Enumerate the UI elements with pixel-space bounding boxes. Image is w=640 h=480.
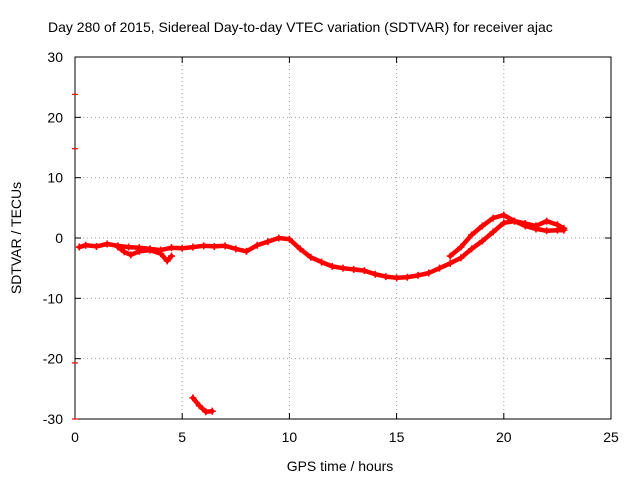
data-point [296,245,304,253]
x-tick-label: 25 [603,429,619,445]
y-tick-label: -30 [43,411,63,427]
data-point [103,240,111,248]
x-axis-label: GPS time / hours [287,458,394,474]
data-point [189,394,197,402]
data-point [521,220,529,228]
data-point [178,244,186,252]
y-tick-label: -20 [43,351,63,367]
data-point [435,264,443,272]
data-point [195,402,203,410]
y-tick-label: 20 [47,109,63,125]
data-point [120,248,128,256]
data-point [500,211,508,219]
data-point [328,262,336,270]
data-point [468,245,476,253]
data-point [393,274,401,282]
x-tick-label: 20 [496,429,512,445]
data-point [243,247,251,255]
data-point [403,273,411,281]
data-series [72,93,568,420]
data-point [543,227,551,235]
data-point [489,214,497,222]
data-point [82,241,90,249]
data-point [360,267,368,275]
data-point [371,270,379,278]
data-point [425,269,433,277]
series-isolated-segment [189,394,216,416]
data-point [457,243,465,251]
series-edge-marks [72,93,78,420]
data-point [339,264,347,272]
y-tick-label: -10 [43,290,63,306]
data-point [264,238,272,246]
grid [75,57,611,419]
data-point [532,222,540,230]
data-point [189,243,197,251]
data-point [202,408,210,416]
data-point [468,231,476,239]
data-point [125,243,133,251]
data-point [489,228,497,236]
series-upper-branch [446,211,568,260]
data-point [553,221,561,229]
x-tick-label: 5 [178,429,186,445]
data-point [457,254,465,262]
data-point [146,246,154,254]
chart-title: Day 280 of 2015, Sidereal Day-to-day VTE… [48,19,553,35]
data-point [414,271,422,279]
y-tick-label: 0 [55,230,63,246]
data-point [221,242,229,250]
data-point [511,217,519,225]
data-point [157,250,165,258]
y-axis-label: SDTVAR / TECUs [8,182,24,294]
series-line [190,395,215,415]
data-point [500,219,508,227]
data-point [167,244,175,252]
series-lower-branch [114,243,175,265]
data-point [560,224,568,232]
data-point [167,252,175,260]
y-tick-label: 10 [47,170,63,186]
data-point [275,234,283,242]
x-tick-labels: 0 5 10 15 20 25 [71,429,619,445]
data-point [135,247,143,255]
data-point [382,273,390,281]
data-point [92,242,100,250]
x-tick-label: 15 [389,429,405,445]
data-point [350,265,358,273]
data-point [446,259,454,267]
axis-ticks [74,56,612,420]
data-point [75,243,83,251]
data-point [478,222,486,230]
x-tick-label: 10 [282,429,298,445]
data-point [307,253,315,261]
data-point [208,407,216,415]
x-tick-label: 0 [71,429,79,445]
data-point [200,242,208,250]
data-point [163,257,171,265]
data-point [446,252,454,260]
data-point [232,245,240,253]
data-point [285,235,293,243]
data-point [210,242,218,250]
data-point [543,217,551,225]
y-tick-label: 30 [47,49,63,65]
data-point [114,243,122,251]
data-point [478,237,486,245]
data-point [318,258,326,266]
data-point [253,241,261,249]
data-point [127,251,135,259]
y-tick-labels: -30 -20 -10 0 10 20 30 [43,49,63,427]
